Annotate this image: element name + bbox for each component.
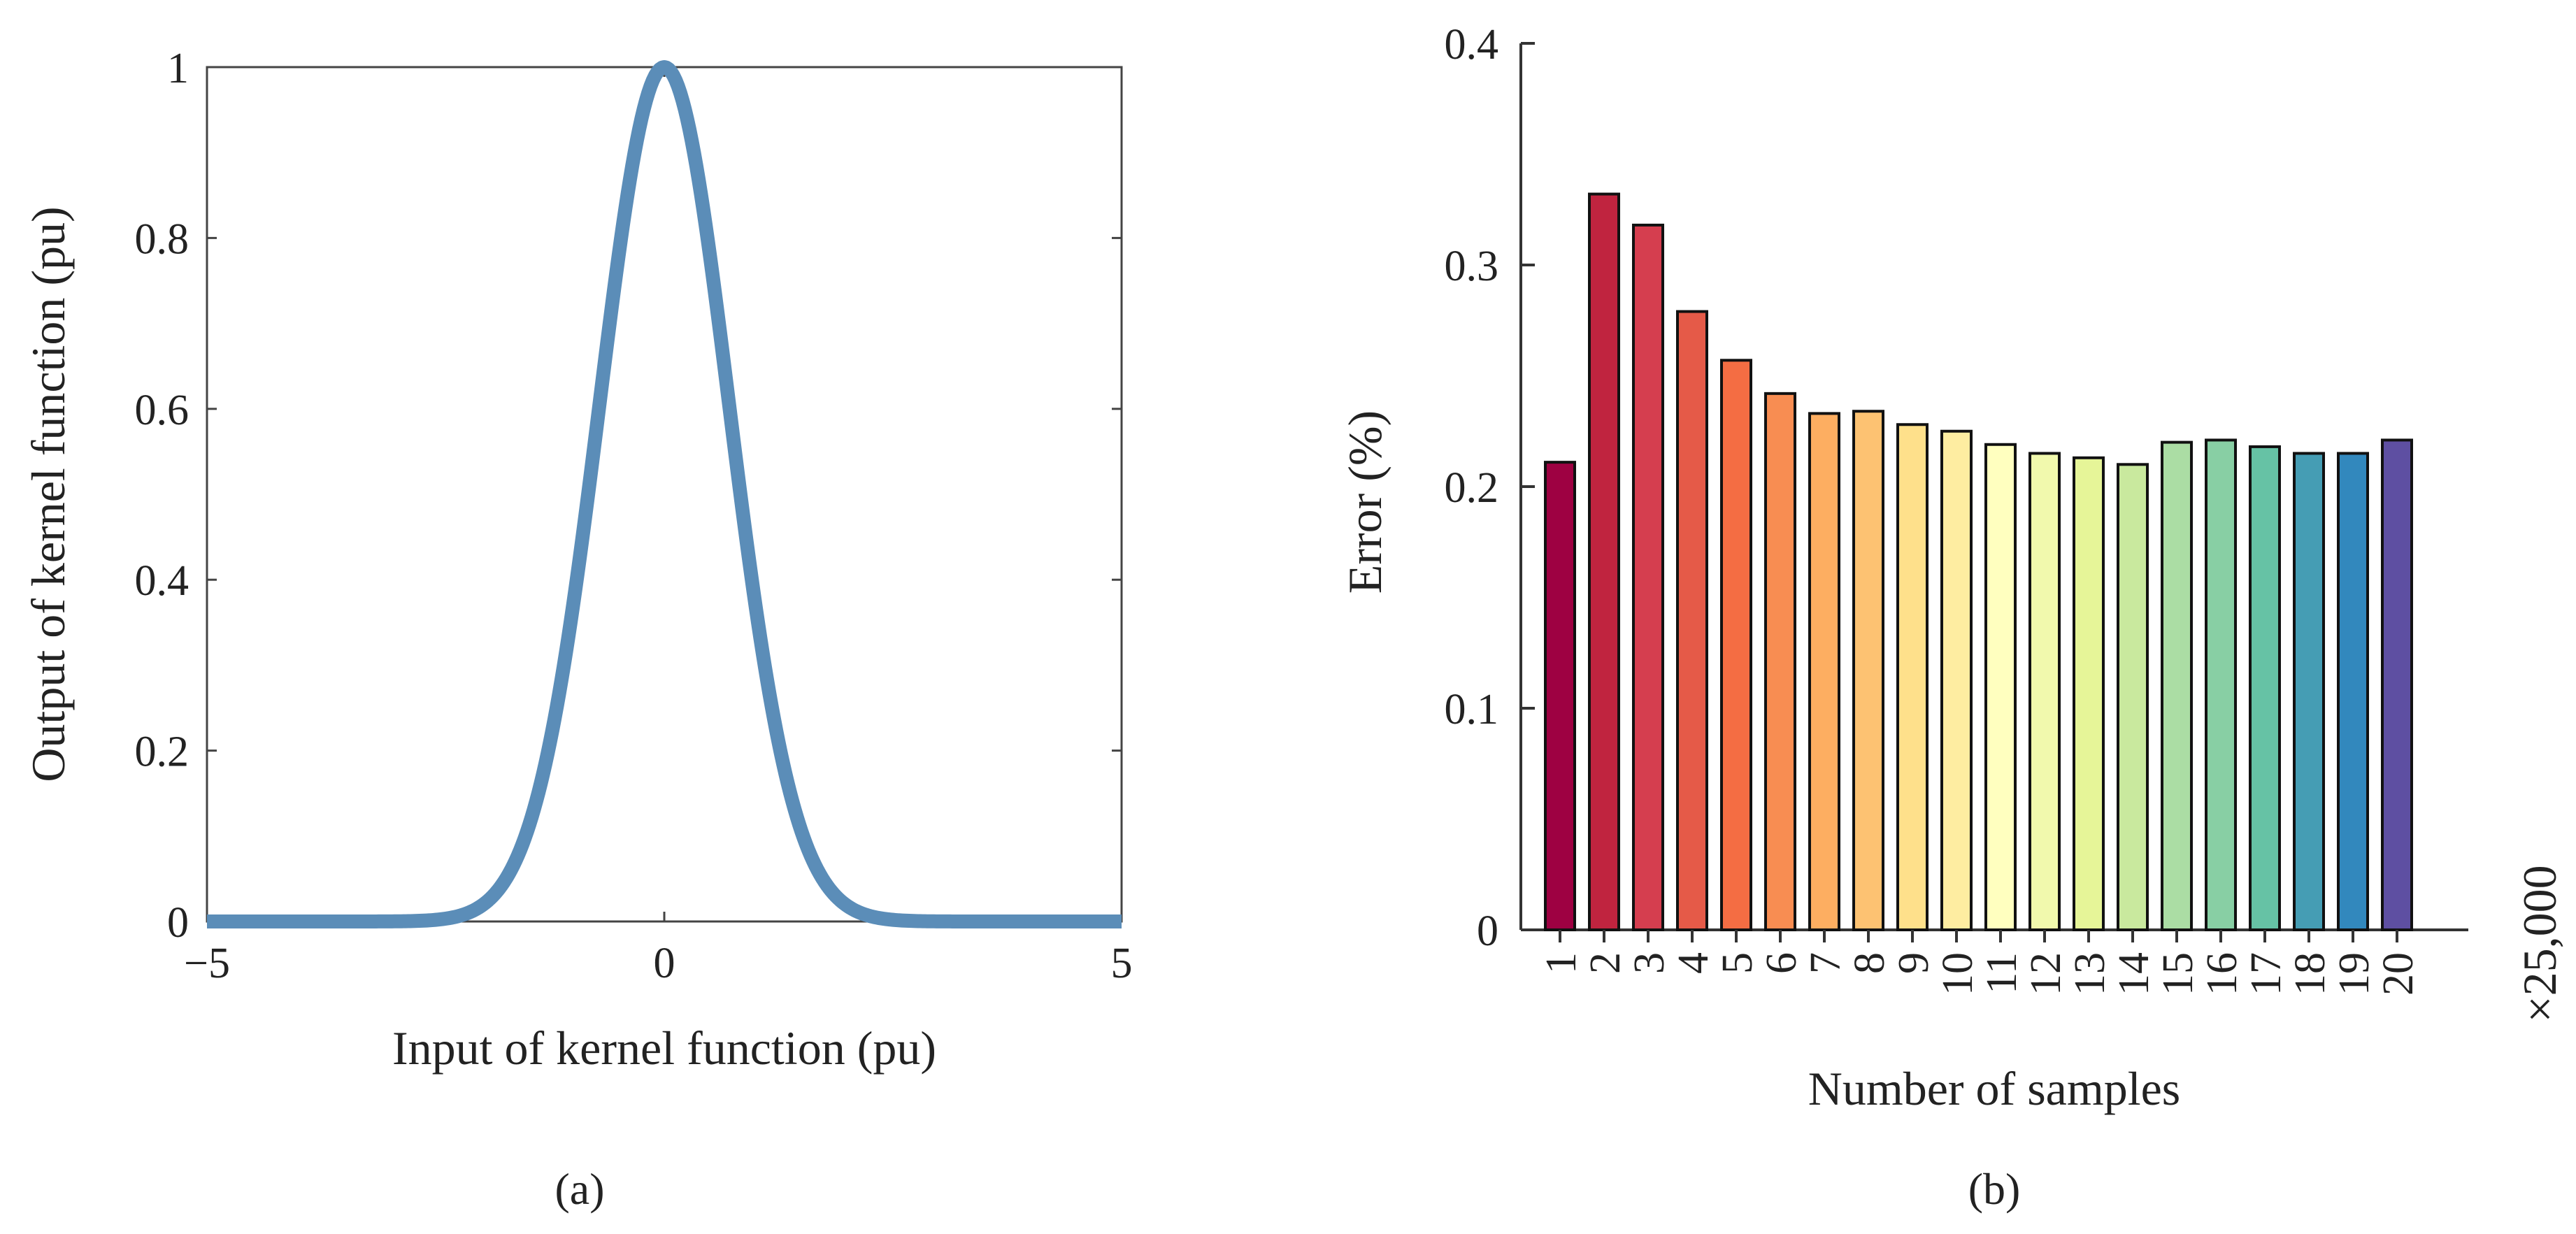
error-bar-7 [1808, 412, 1840, 931]
kernel-y-tick-labels: 0 0.2 0.4 0.6 0.8 1 [135, 45, 189, 947]
error-x-tick-label: 5 [1714, 952, 1761, 974]
kernel-x-tick-label: −5 [184, 940, 230, 987]
kernel-y-tick-label: 0.6 [135, 387, 189, 434]
error-bar-3 [1632, 223, 1664, 931]
error-y-ticks [1521, 42, 1535, 931]
error-x-tick-label: 18 [2287, 952, 2334, 996]
error-x-tick-label: 19 [2331, 952, 2378, 996]
kernel-y-tick-label: 0 [167, 899, 189, 947]
kernel-axis-ticks [206, 66, 1123, 923]
kernel-x-tick-labels: −5 0 5 [184, 940, 1132, 987]
error-bar-15 [2161, 440, 2193, 931]
error-y-tick-label: 0 [1477, 907, 1498, 955]
error-bar-20 [2381, 438, 2413, 931]
error-x-tick-label: 16 [2198, 952, 2246, 996]
error-bar-8 [1852, 410, 1884, 931]
error-y-tick-label: 0.3 [1445, 243, 1499, 290]
error-x-tick-label: 11 [1978, 952, 2026, 994]
error-y-tick-labels: 0 0.1 0.2 0.3 0.4 [1445, 21, 1499, 955]
error-bar-14 [2117, 463, 2149, 931]
panel-a-label: (a) [554, 1164, 604, 1214]
error-bar-12 [2028, 452, 2061, 931]
error-x-ticks [1559, 930, 2398, 942]
error-x-axis-label: Number of samples [1808, 1062, 2181, 1115]
error-x-tick-label: 17 [2242, 952, 2290, 996]
kernel-y-tick-label: 0.2 [135, 729, 189, 776]
error-x-tick-label: 4 [1670, 952, 1717, 974]
error-bar-10 [1940, 429, 1973, 931]
kernel-y-axis-label: Output of kernel function (pu) [22, 206, 75, 782]
error-x-tick-label: 14 [2110, 952, 2158, 996]
kernel-y-tick-label: 0.4 [135, 557, 189, 605]
error-bar-chart: 00.10.20.30.4 12345678910111213141516171… [1338, 21, 2566, 1214]
error-x-tick-label: 13 [2066, 952, 2114, 996]
error-bar-13 [2073, 456, 2105, 931]
kernel-x-axis-label: Input of kernel function (pu) [392, 1021, 936, 1075]
error-bar-2 [1588, 192, 1620, 931]
error-bar-6 [1764, 392, 1796, 931]
kernel-x-tick-label: 5 [1111, 940, 1133, 987]
error-bar-16 [2205, 438, 2237, 931]
error-bar-9 [1896, 423, 1929, 931]
error-bar-4 [1676, 310, 1708, 931]
error-bar-1 [1544, 461, 1576, 931]
error-y-tick-label: 0.1 [1445, 686, 1499, 733]
kernel-function-chart: −5 0 5 00.20.40.60.81 Input of kernel func… [22, 45, 1133, 1214]
error-bar-19 [2337, 452, 2369, 931]
error-y-axis-label: Error (%) [1338, 410, 1391, 594]
error-x-tick-label: 8 [1846, 952, 1894, 974]
error-y-tick-label: 0.4 [1445, 21, 1499, 69]
kernel-plot-frame [206, 66, 1123, 923]
error-x-tick-label: 7 [1802, 952, 1849, 974]
error-x-tick-label: 9 [1890, 952, 1938, 974]
panel-b-label: (b) [1968, 1164, 2021, 1214]
error-x-tick-label: 6 [1758, 952, 1805, 974]
error-bar-17 [2249, 445, 2281, 931]
kernel-x-tick-label: 0 [654, 940, 675, 987]
error-x-tick-label: 2 [1582, 952, 1629, 974]
error-x-tick-label: 3 [1626, 952, 1673, 974]
kernel-y-tick-label: 0.8 [135, 215, 189, 263]
error-bar-11 [1984, 443, 2017, 931]
error-x-tick-label: 10 [1934, 952, 1982, 996]
error-bar-18 [2293, 452, 2325, 931]
error-y-tick-label: 0.2 [1445, 464, 1499, 512]
kernel-y-tick-label: 1 [167, 45, 189, 92]
error-bar-5 [1720, 359, 1752, 931]
sample-multiplier-label: ×25,000 [2513, 865, 2566, 1022]
error-x-tick-label: 20 [2375, 952, 2422, 996]
error-x-tick-label: 15 [2154, 952, 2202, 996]
error-x-tick-label: 12 [2022, 952, 2070, 996]
error-x-tick-label: 1 [1538, 952, 1585, 974]
error-bars [1544, 192, 2413, 931]
kernel-curve-line [202, 60, 1126, 928]
